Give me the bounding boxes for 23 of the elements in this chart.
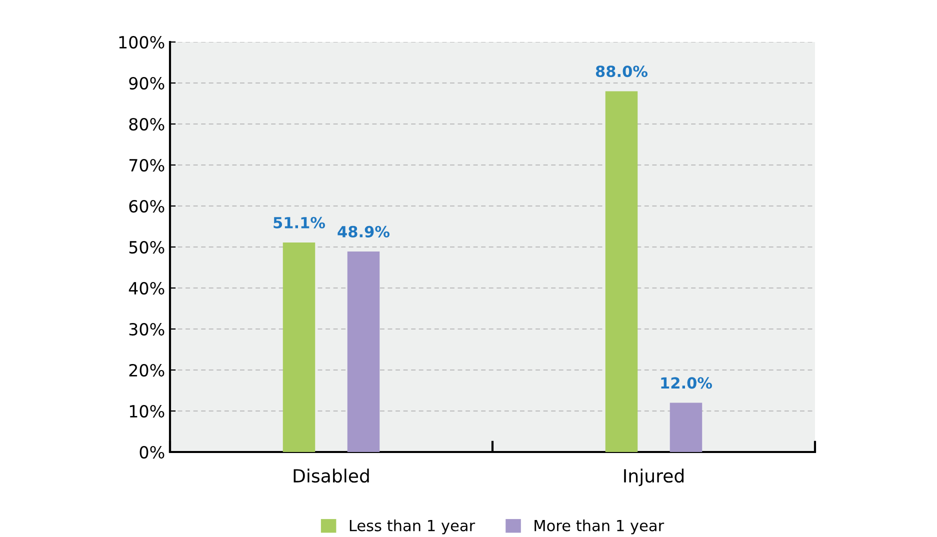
y-tick-label: 20%: [129, 364, 164, 377]
y-tick-label: 30%: [129, 322, 164, 336]
y-tick-label: 60%: [129, 200, 164, 213]
y-tick-label: 90%: [129, 76, 164, 90]
x-tick-label: Disabled: [294, 468, 369, 483]
data-label: 12.0%: [661, 377, 712, 389]
bar: [347, 252, 380, 452]
data-label: 51.1%: [274, 216, 326, 228]
legend-label: More than 1 year: [534, 520, 664, 534]
legend-label: Less than 1 year: [350, 520, 476, 534]
y-tick-label: 70%: [129, 158, 164, 172]
y-tick-label: 80%: [129, 118, 164, 131]
bar: [605, 91, 638, 452]
bar: [670, 402, 702, 452]
bar: [282, 242, 316, 452]
y-tick-label: 40%: [128, 282, 164, 295]
y-tick-label: 50%: [129, 240, 164, 254]
y-tick-label: 0%: [140, 446, 164, 459]
data-label: 88.0%: [596, 66, 648, 78]
data-label: 48.9%: [338, 226, 390, 238]
x-tick-label: Injured: [624, 468, 684, 486]
y-tick-label: 10%: [130, 404, 164, 418]
y-tick-label: 100%: [119, 36, 164, 49]
